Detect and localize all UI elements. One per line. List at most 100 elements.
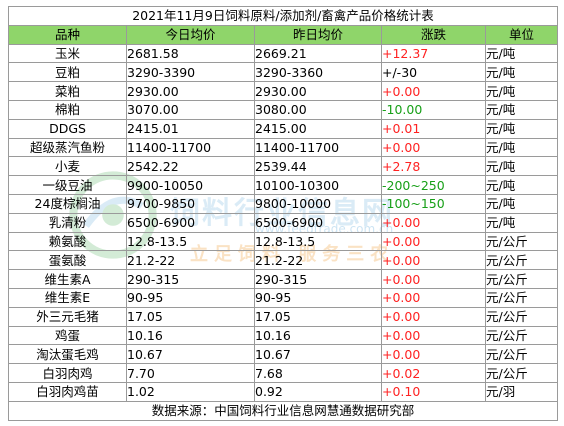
cell-unit: 元/吨	[484, 99, 559, 120]
cell-today-price: 3290-3390	[126, 62, 255, 83]
header-name: 品种	[8, 24, 127, 45]
table-row: 维生素E 90-95 90-95 +0.00 元/公斤	[8, 287, 559, 308]
cell-name: 赖氨酸	[8, 231, 127, 252]
cell-today-price: 9900-10050	[126, 175, 255, 195]
cell-yesterday-price: 2930.00	[254, 81, 382, 101]
cell-change: +0.00	[381, 81, 486, 101]
cell-change: +0.00	[381, 344, 486, 365]
cell-unit: 元/公斤	[484, 363, 559, 383]
cell-today-price: 6500-6900	[126, 212, 255, 233]
table-row: 24度棕榈油 9700-9850 9800-10000 -100~150 元/吨	[8, 193, 559, 214]
price-table: 2021年11月9日饲料原料/添加剂/畜禽产品价格统计表 品种 今日均价 昨日均…	[7, 6, 559, 421]
table-row: 超级蒸汽鱼粉 11400-11700 11400-11700 +0.00 元/吨	[8, 137, 559, 158]
cell-change: -100~150	[381, 193, 486, 214]
table-row: 玉米 2681.58 2669.21 +12.37 元/吨	[8, 43, 559, 64]
cell-today-price: 12.8-13.5	[126, 231, 255, 252]
cell-unit: 元/公斤	[484, 306, 559, 327]
cell-name: 白羽肉鸡苗	[8, 381, 127, 402]
header-change: 涨跌	[381, 24, 486, 45]
cell-yesterday-price: 9800-10000	[254, 193, 382, 214]
cell-today-price: 290-315	[126, 269, 255, 289]
cell-name: 白羽肉鸡	[8, 363, 127, 383]
cell-unit: 元/羽	[484, 381, 559, 402]
header-row: 品种 今日均价 昨日均价 涨跌 单位	[8, 24, 559, 45]
header-today: 今日均价	[126, 24, 255, 45]
cell-change: +0.00	[381, 325, 486, 346]
cell-today-price: 90-95	[126, 287, 255, 308]
cell-yesterday-price: 2415.00	[254, 118, 382, 139]
cell-today-price: 2542.22	[126, 156, 255, 177]
table-title: 2021年11月9日饲料原料/添加剂/畜禽产品价格统计表	[7, 6, 559, 26]
cell-name: 淘汰蛋毛鸡	[8, 344, 127, 365]
cell-name: 玉米	[8, 43, 127, 64]
cell-today-price: 10.16	[126, 325, 255, 346]
table-row: 小麦 2542.22 2539.44 +2.78 元/吨	[8, 156, 559, 177]
cell-unit: 元/吨	[484, 212, 559, 233]
cell-yesterday-price: 2669.21	[254, 43, 382, 64]
cell-today-price: 11400-11700	[126, 137, 255, 158]
cell-change: +0.00	[381, 137, 486, 158]
table-row: 一级豆油 9900-10050 10100-10300 -200~250 元/吨	[8, 175, 559, 195]
cell-yesterday-price: 21.2-22	[254, 250, 382, 271]
table-row: 乳清粉 6500-6900 6500-6900 +0.00 元/吨	[8, 212, 559, 233]
cell-yesterday-price: 2539.44	[254, 156, 382, 177]
cell-today-price: 17.05	[126, 306, 255, 327]
cell-yesterday-price: 17.05	[254, 306, 382, 327]
table-row: 蛋氨酸 21.2-22 21.2-22 +0.00 元/公斤	[8, 250, 559, 271]
cell-yesterday-price: 0.92	[254, 381, 382, 402]
cell-change: +0.10	[381, 381, 486, 402]
cell-change: +0.00	[381, 287, 486, 308]
cell-name: 一级豆油	[8, 175, 127, 195]
cell-change: +0.00	[381, 212, 486, 233]
cell-today-price: 3070.00	[126, 99, 255, 120]
cell-today-price: 10.67	[126, 344, 255, 365]
cell-today-price: 1.02	[126, 381, 255, 402]
cell-yesterday-price: 10.16	[254, 325, 382, 346]
table-row: 棉粕 3070.00 3080.00 -10.00 元/吨	[8, 99, 559, 120]
table-row: 鸡蛋 10.16 10.16 +0.00 元/公斤	[8, 325, 559, 346]
cell-change: +0.01	[381, 118, 486, 139]
cell-unit: 元/公斤	[484, 325, 559, 346]
cell-change: +0.00	[381, 269, 486, 289]
cell-change: +2.78	[381, 156, 486, 177]
table-row: 赖氨酸 12.8-13.5 12.8-13.5 +0.00 元/公斤	[8, 231, 559, 252]
cell-name: 超级蒸汽鱼粉	[8, 137, 127, 158]
cell-unit: 元/公斤	[484, 250, 559, 271]
cell-name: DDGS	[8, 118, 127, 139]
cell-name: 豆粕	[8, 62, 127, 83]
cell-yesterday-price: 12.8-13.5	[254, 231, 382, 252]
data-source-note: 数据来源：中国饲料行业信息网慧通数据研究部	[7, 400, 559, 421]
cell-today-price: 2681.58	[126, 43, 255, 64]
cell-unit: 元/吨	[484, 81, 559, 101]
cell-name: 维生素A	[8, 269, 127, 289]
source-row: 数据来源：中国饲料行业信息网慧通数据研究部	[7, 400, 559, 421]
table-row: 白羽肉鸡 7.70 7.68 +0.02 元/公斤	[8, 363, 559, 383]
cell-change: +0.00	[381, 250, 486, 271]
cell-name: 24度棕榈油	[8, 193, 127, 214]
cell-change: +0.02	[381, 363, 486, 383]
cell-name: 外三元毛猪	[8, 306, 127, 327]
cell-today-price: 9700-9850	[126, 193, 255, 214]
table-row: DDGS 2415.01 2415.00 +0.01 元/吨	[8, 118, 559, 139]
cell-unit: 元/吨	[484, 175, 559, 195]
cell-name: 鸡蛋	[8, 325, 127, 346]
cell-yesterday-price: 11400-11700	[254, 137, 382, 158]
cell-change: +/-30	[381, 62, 486, 83]
table-row: 白羽肉鸡苗 1.02 0.92 +0.10 元/羽	[8, 381, 559, 402]
cell-unit: 元/吨	[484, 118, 559, 139]
cell-today-price: 21.2-22	[126, 250, 255, 271]
table-row: 菜粕 2930.00 2930.00 +0.00 元/吨	[8, 81, 559, 101]
cell-name: 小麦	[8, 156, 127, 177]
cell-name: 菜粕	[8, 81, 127, 101]
table-row: 淘汰蛋毛鸡 10.67 10.67 +0.00 元/公斤	[8, 344, 559, 365]
title-row: 2021年11月9日饲料原料/添加剂/畜禽产品价格统计表	[7, 6, 559, 26]
cell-unit: 元/公斤	[484, 231, 559, 252]
cell-today-price: 2415.01	[126, 118, 255, 139]
cell-yesterday-price: 7.68	[254, 363, 382, 383]
cell-today-price: 2930.00	[126, 81, 255, 101]
table-row: 维生素A 290-315 290-315 +0.00 元/公斤	[8, 269, 559, 289]
cell-change: +0.00	[381, 306, 486, 327]
cell-change: +12.37	[381, 43, 486, 64]
cell-name: 棉粕	[8, 99, 127, 120]
